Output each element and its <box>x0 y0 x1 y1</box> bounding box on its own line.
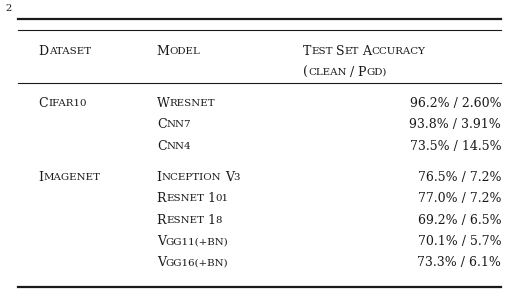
Text: C: C <box>157 118 167 131</box>
Text: V: V <box>157 256 166 269</box>
Text: IFAR10: IFAR10 <box>48 99 87 108</box>
Text: RESNET: RESNET <box>170 99 215 108</box>
Text: 8: 8 <box>215 216 222 225</box>
Text: NN4: NN4 <box>167 142 191 151</box>
Text: 01: 01 <box>215 194 229 203</box>
Text: ODEL: ODEL <box>170 47 200 56</box>
Text: 1: 1 <box>208 192 215 205</box>
Text: CCURACY: CCURACY <box>372 47 426 56</box>
Text: ESNET: ESNET <box>166 216 204 225</box>
Text: 70.1% / 5.7%: 70.1% / 5.7% <box>417 235 501 248</box>
Text: M: M <box>157 45 170 58</box>
Text: A: A <box>362 45 372 58</box>
Text: C: C <box>39 97 48 110</box>
Text: V: V <box>157 235 166 248</box>
Text: W: W <box>157 97 170 110</box>
Text: 1: 1 <box>208 214 215 227</box>
Text: 96.2% / 2.60%: 96.2% / 2.60% <box>410 97 501 110</box>
Text: 76.5% / 7.2%: 76.5% / 7.2% <box>418 171 501 184</box>
Text: D: D <box>39 45 49 58</box>
Text: R: R <box>157 214 166 227</box>
Text: MAGENET: MAGENET <box>44 173 101 182</box>
Text: ESNET: ESNET <box>166 194 204 203</box>
Text: R: R <box>157 192 166 205</box>
Text: 73.3% / 6.1%: 73.3% / 6.1% <box>417 256 501 269</box>
Text: 69.2% / 6.5%: 69.2% / 6.5% <box>417 214 501 227</box>
Text: I: I <box>157 171 162 184</box>
Text: CLEAN: CLEAN <box>308 68 347 77</box>
Text: GG16(+BN): GG16(+BN) <box>166 258 228 267</box>
Text: 3: 3 <box>234 173 240 182</box>
Text: GG11(+BN): GG11(+BN) <box>166 237 229 246</box>
Text: 73.5% / 14.5%: 73.5% / 14.5% <box>410 140 501 153</box>
Text: /: / <box>350 66 354 79</box>
Text: 77.0% / 7.2%: 77.0% / 7.2% <box>418 192 501 205</box>
Text: NCEPTION: NCEPTION <box>162 173 222 182</box>
Text: I: I <box>39 171 44 184</box>
Text: ATASET: ATASET <box>49 47 91 56</box>
Text: NN7: NN7 <box>167 120 191 129</box>
Text: V: V <box>225 171 234 184</box>
Text: ET: ET <box>345 47 359 56</box>
Text: 2: 2 <box>5 4 11 13</box>
Text: P: P <box>358 66 366 79</box>
Text: 93.8% / 3.91%: 93.8% / 3.91% <box>409 118 501 131</box>
Text: GD): GD) <box>366 68 387 77</box>
Text: S: S <box>336 45 345 58</box>
Text: T: T <box>303 45 311 58</box>
Text: EST: EST <box>311 47 333 56</box>
Text: C: C <box>157 140 167 153</box>
Text: (: ( <box>303 66 308 79</box>
